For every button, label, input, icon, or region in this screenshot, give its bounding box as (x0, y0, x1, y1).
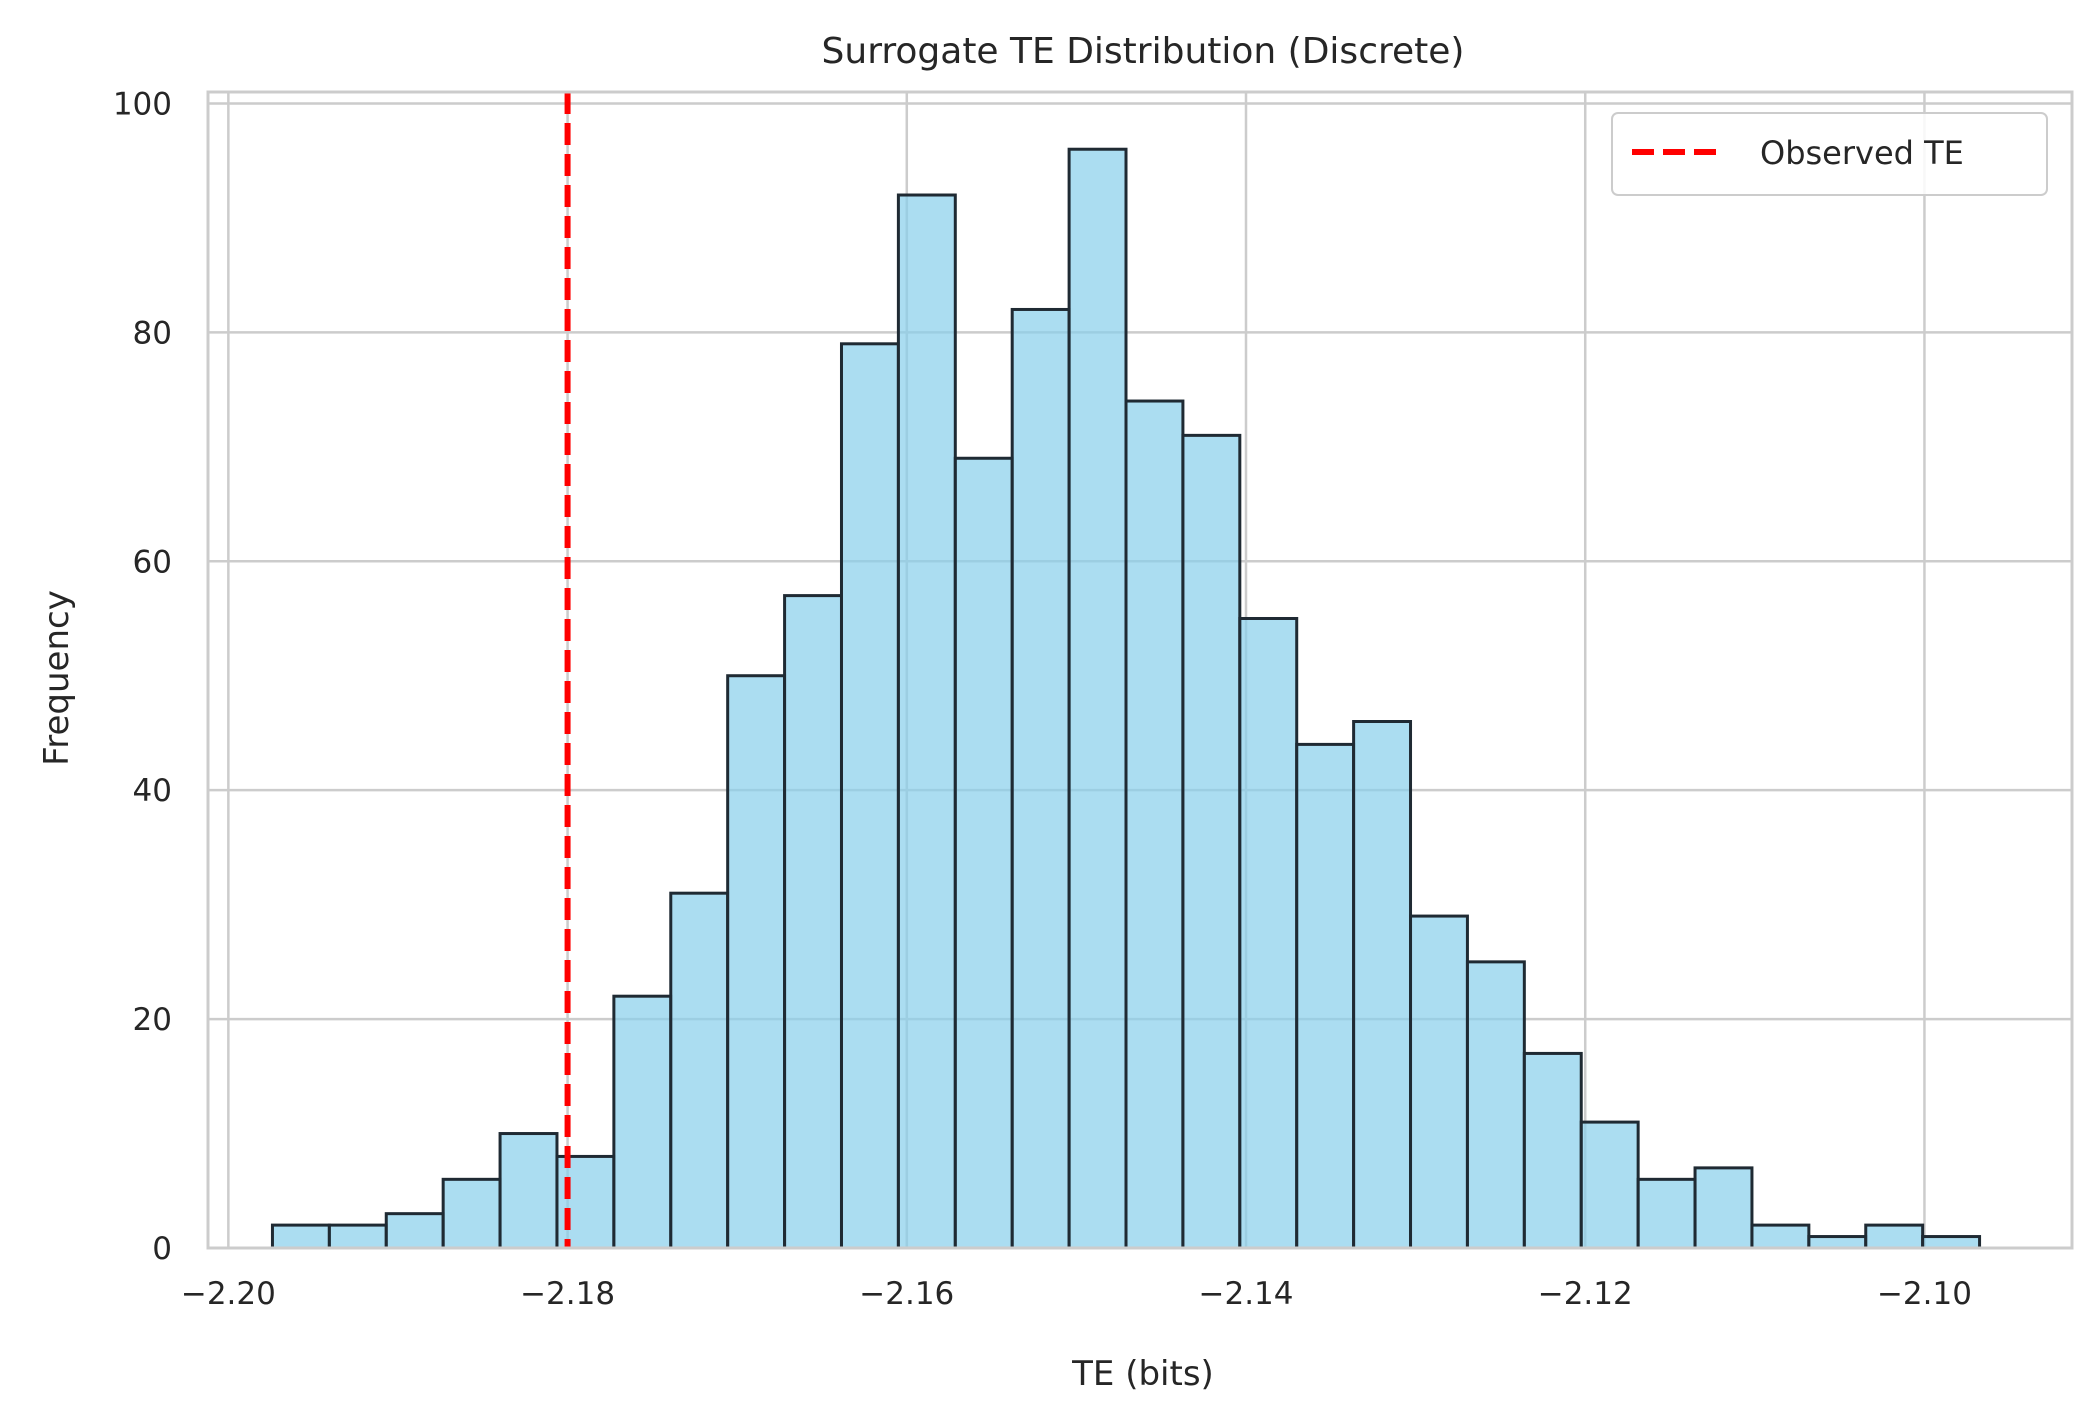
histogram-bar (1181, 433, 1242, 1250)
histogram-bar (1693, 1166, 1754, 1250)
y-tick-label: 20 (133, 1002, 172, 1038)
histogram-bar (1124, 399, 1185, 1250)
histogram-bar (327, 1223, 388, 1250)
histogram-bar (1921, 1235, 1982, 1250)
histogram-bar (953, 456, 1014, 1250)
histogram-bar (1010, 307, 1071, 1250)
histogram-bar (1807, 1235, 1868, 1250)
histogram-bar (1409, 914, 1469, 1250)
histogram-bar (783, 594, 843, 1250)
plot-frame (206, 90, 2074, 1250)
histogram-bar (1067, 147, 1128, 1250)
histogram-bar (1465, 960, 1526, 1250)
histogram-bars (270, 147, 1982, 1250)
histogram-bar (384, 1212, 445, 1250)
histogram-bar (1295, 742, 1356, 1250)
x-tick-label: −2.10 (1877, 1276, 1972, 1312)
histogram-bar (498, 1132, 559, 1250)
histogram-bar (612, 994, 673, 1250)
x-tick-label: −2.14 (1199, 1276, 1294, 1312)
x-tick-label: −2.12 (1538, 1276, 1633, 1312)
histogram-bar (669, 891, 730, 1250)
histogram-bar (1352, 720, 1413, 1250)
histogram-bar (270, 1223, 331, 1250)
histogram-bar (1238, 616, 1299, 1250)
x-tick-label: −2.16 (859, 1276, 954, 1312)
histogram-bar (1750, 1223, 1811, 1250)
histogram-bar (1636, 1177, 1697, 1250)
x-tick-labels: −2.20 −2.18 −2.16 −2.14 −2.12 −2.10 (181, 1276, 1972, 1312)
y-tick-label: 60 (133, 544, 172, 580)
x-tick-label: −2.18 (520, 1276, 615, 1312)
legend: Observed TE (1611, 112, 2048, 196)
y-axis-label: Frequency (37, 590, 77, 766)
histogram-bar (839, 342, 900, 1250)
y-tick-label: 100 (113, 86, 172, 122)
histogram-bar (1864, 1223, 1925, 1250)
histogram-bar (726, 674, 787, 1250)
y-tick-label: 80 (133, 315, 172, 351)
y-tick-labels: 0 20 40 60 80 100 (113, 86, 172, 1267)
histogram-bar (441, 1177, 502, 1250)
y-tick-label: 0 (152, 1231, 172, 1267)
x-axis-label: TE (bits) (1071, 1354, 1214, 1394)
histogram-bar (555, 1154, 616, 1250)
legend-observed-te-label: Observed TE (1760, 134, 1964, 172)
histogram-bar (1522, 1051, 1583, 1250)
chart-title: Surrogate TE Distribution (Discrete) (822, 31, 1465, 72)
histogram-bar (896, 193, 957, 1250)
histogram-bar (1579, 1120, 1640, 1250)
y-tick-label: 40 (133, 773, 172, 809)
legend-box (1611, 112, 2048, 196)
x-tick-label: −2.20 (181, 1276, 276, 1312)
